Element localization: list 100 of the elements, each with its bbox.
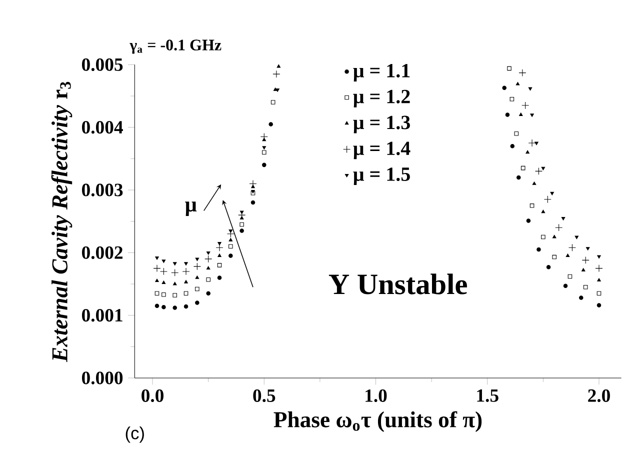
point: [597, 278, 601, 282]
point: [262, 162, 266, 168]
y-tick-label: 0.000: [82, 372, 123, 384]
point: [217, 276, 222, 280]
legend-label: μ = 1.4: [353, 142, 410, 160]
point: [546, 264, 551, 270]
point: [530, 114, 534, 117]
point: [172, 306, 177, 310]
point: [550, 192, 554, 196]
y-tick-label: 0.003: [82, 184, 123, 196]
point: [206, 291, 210, 296]
text: (c): [126, 426, 144, 443]
point: [162, 260, 166, 263]
point: [240, 210, 244, 214]
point: [596, 303, 602, 308]
point: [516, 175, 521, 180]
point: [583, 284, 588, 290]
point: [534, 167, 542, 175]
point: [240, 222, 244, 227]
point: [534, 142, 538, 146]
legend-label: μ = 1.3: [353, 116, 410, 134]
point: [581, 268, 586, 272]
point: [206, 277, 210, 282]
point: [172, 262, 177, 266]
point: [597, 255, 601, 259]
point: [518, 69, 526, 77]
point: [516, 82, 520, 86]
point: [507, 66, 512, 71]
point: [561, 216, 566, 220]
point: [240, 228, 244, 233]
point: [528, 87, 532, 91]
point: [193, 262, 201, 270]
annotation: μ: [185, 202, 197, 216]
point: [510, 97, 514, 102]
y-tick-label: 0.001: [82, 308, 122, 322]
point: [276, 88, 280, 92]
point: [510, 144, 515, 148]
y-axis-title: External Cavity Reflectivity r$_{3}$: [51, 82, 72, 362]
point: [552, 234, 556, 238]
point: [155, 256, 159, 260]
point: [218, 254, 222, 257]
legend-label: μ = 1.5: [353, 168, 410, 186]
y-tick-label: 0.002: [82, 246, 122, 260]
point: [262, 150, 266, 155]
point: [262, 146, 266, 150]
point: [195, 300, 200, 305]
point: [160, 268, 168, 276]
point: [532, 182, 536, 185]
point: [502, 86, 506, 90]
legend-label: μ = 1.1: [353, 64, 410, 82]
point: [541, 166, 546, 170]
point: [530, 204, 534, 208]
point: [217, 263, 222, 268]
point: [566, 254, 570, 257]
legend-label: μ = 1.2: [353, 90, 410, 108]
point: [162, 280, 166, 284]
point: [171, 268, 179, 276]
point: [184, 291, 188, 296]
annotation: Y Unstable: [328, 274, 467, 294]
point: [276, 64, 281, 68]
point: [522, 102, 530, 110]
point: [555, 224, 563, 232]
point: [206, 266, 210, 270]
point: [568, 244, 576, 252]
point: [153, 264, 161, 272]
point: [544, 196, 552, 204]
point: [541, 234, 546, 240]
x-tick-label: 2.0: [588, 389, 610, 402]
point: [270, 100, 276, 104]
text: γ$_{a}$ = -0.1 GHz: [130, 40, 222, 54]
point: [184, 262, 188, 266]
point: [162, 305, 166, 310]
x-tick-label: 1.5: [477, 389, 498, 402]
point: [184, 280, 188, 284]
point: [518, 112, 523, 116]
point: [155, 278, 159, 282]
point: [595, 264, 603, 272]
point: [195, 258, 200, 262]
point: [228, 238, 233, 242]
point: [563, 284, 568, 288]
x-tick-label: 0.0: [142, 389, 164, 402]
point: [536, 247, 541, 252]
x-tick-label: 0.5: [253, 389, 276, 402]
point: [154, 291, 160, 296]
point: [514, 131, 519, 136]
point: [154, 304, 160, 308]
point: [216, 244, 224, 252]
point: [272, 70, 280, 78]
point: [526, 150, 530, 154]
point: [172, 282, 177, 286]
point: [586, 247, 590, 250]
point: [228, 254, 233, 258]
point: [520, 166, 526, 170]
point: [596, 291, 602, 296]
point: [552, 254, 556, 260]
point: [162, 292, 166, 297]
point: [195, 286, 200, 292]
point: [206, 251, 210, 255]
point: [182, 268, 190, 276]
point: [204, 255, 212, 263]
